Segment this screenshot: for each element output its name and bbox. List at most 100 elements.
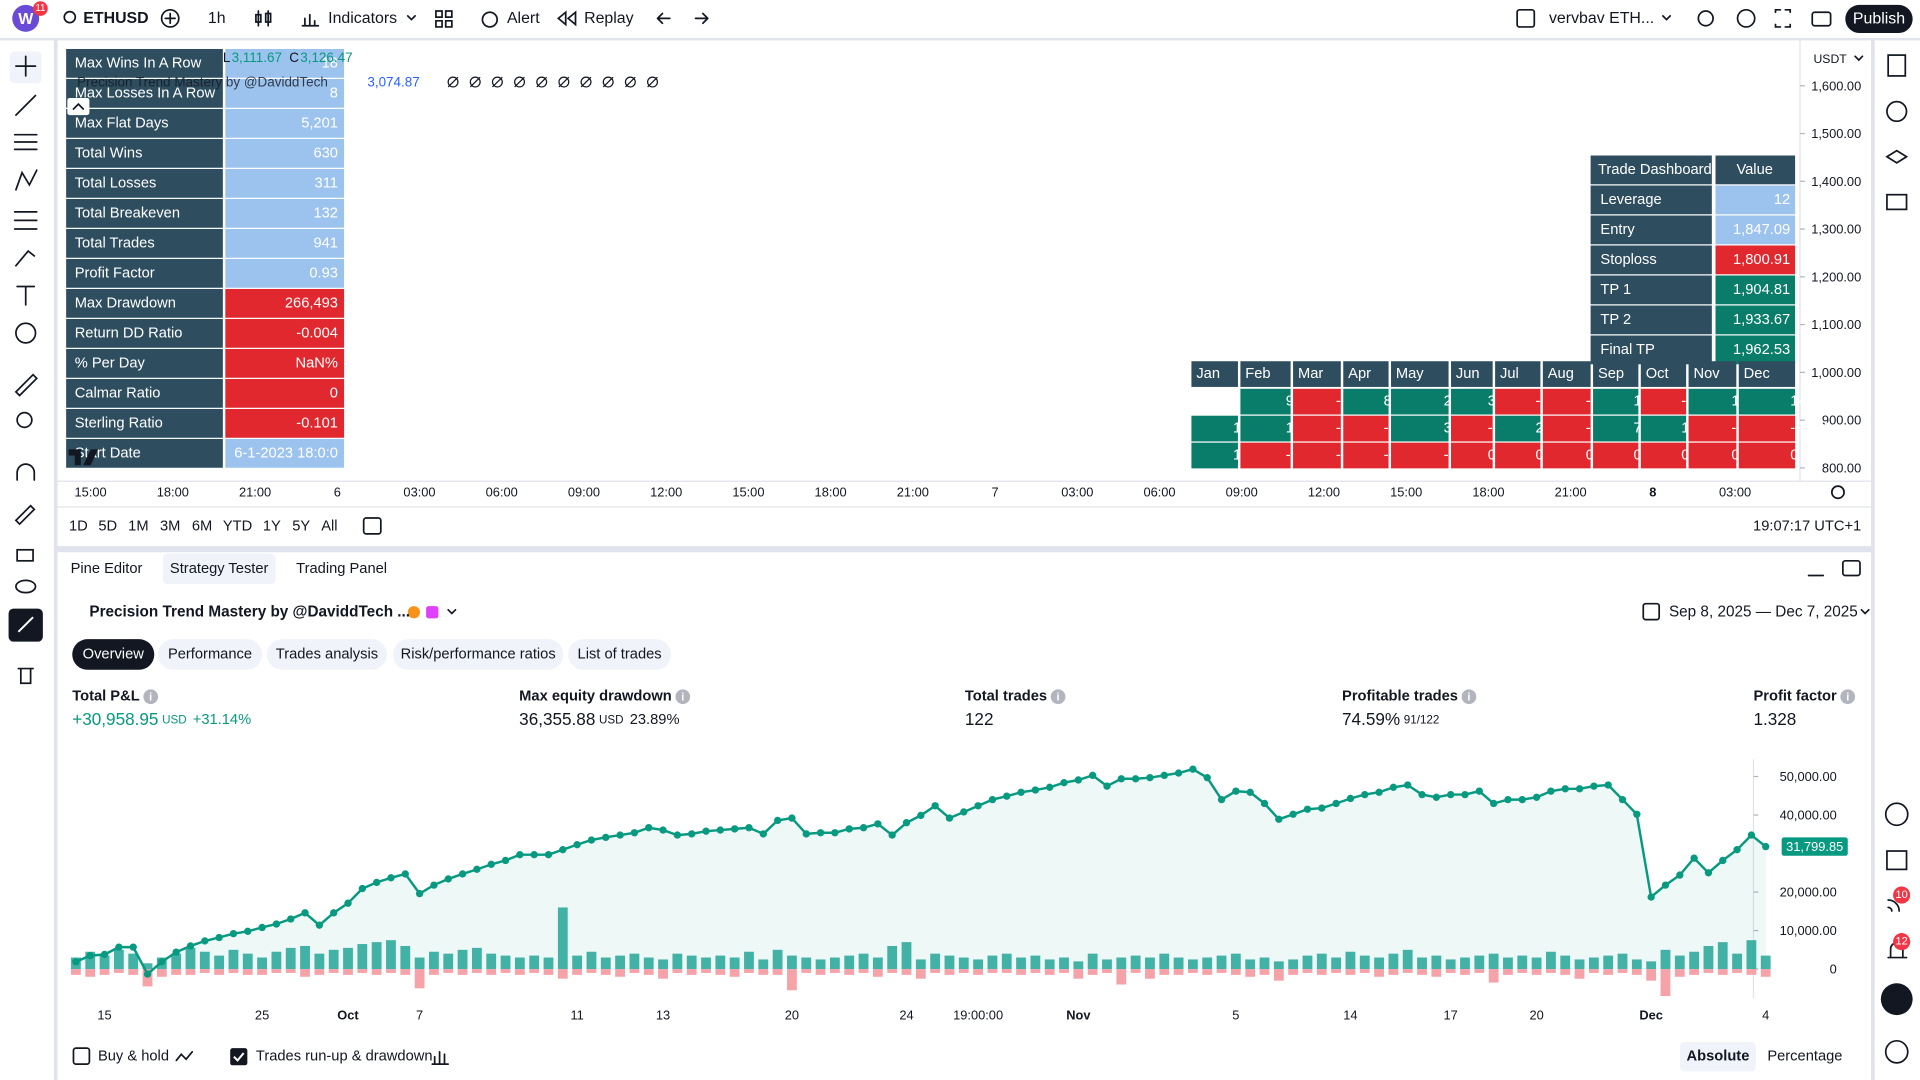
range-button[interactable]: 1M (128, 519, 148, 535)
layout-icon[interactable] (435, 10, 453, 28)
absolute-button[interactable]: Absolute (1687, 1049, 1750, 1065)
absolute-button-bg[interactable] (1680, 1042, 1756, 1072)
search-icon[interactable] (63, 10, 77, 24)
subtab[interactable]: Risk/performance ratios (401, 646, 556, 662)
publish-button[interactable] (1845, 4, 1913, 34)
brush-tool[interactable] (15, 249, 36, 267)
publish[interactable]: Publish (1853, 10, 1905, 27)
logo[interactable] (12, 4, 40, 32)
chevron[interactable] (1860, 608, 1870, 615)
subtab[interactable]: Performance (168, 646, 252, 662)
trendline-tool[interactable] (15, 94, 37, 116)
date-icon[interactable] (1642, 602, 1661, 621)
draw-mode-tool[interactable] (14, 504, 36, 526)
apps-button[interactable] (1880, 983, 1913, 1016)
indicators-icon[interactable] (301, 13, 320, 27)
runup-bar (1230, 953, 1241, 970)
replay-icon[interactable] (557, 10, 577, 27)
settings-icon[interactable] (1736, 8, 1756, 28)
runup-label[interactable]: Trades run-up & drawdown (256, 1049, 433, 1065)
indicators[interactable]: Indicators (328, 10, 397, 27)
subtab[interactable]: Trades analysis (276, 646, 378, 662)
hide-tool[interactable] (15, 579, 37, 594)
range-button[interactable]: 1Y (263, 519, 281, 535)
subtab-bg[interactable] (72, 639, 155, 670)
fullscreen-icon[interactable] (1774, 8, 1792, 28)
month-cell (1640, 415, 1687, 442)
info-icon (1840, 689, 1856, 705)
buy-hold-label[interactable]: Buy & hold (98, 1049, 169, 1065)
trash-tool[interactable] (17, 667, 34, 685)
percentage-button[interactable]: Percentage (1767, 1049, 1842, 1065)
stats-label: Max Losses In A Row (75, 86, 216, 102)
help-icon[interactable] (1884, 1039, 1909, 1064)
fib-tool[interactable] (13, 133, 38, 151)
feed-icon[interactable] (1887, 899, 1901, 912)
equity-point (1088, 771, 1097, 780)
buy-hold-checkbox[interactable] (72, 1047, 91, 1065)
subtab[interactable]: Overview (83, 646, 145, 662)
layers-icon[interactable] (1885, 149, 1909, 164)
layout-checkbox[interactable] (1516, 8, 1536, 28)
runup-bar (1617, 953, 1628, 970)
goto-date-icon[interactable] (362, 517, 382, 535)
ruler-tool[interactable] (14, 373, 38, 397)
replay[interactable]: Replay (584, 10, 634, 27)
na-marker-slash (647, 76, 658, 88)
subtab-bg[interactable] (266, 639, 387, 670)
chevron[interactable] (447, 608, 457, 615)
chart-type-icon[interactable] (255, 10, 272, 27)
emoji-tool[interactable] (15, 322, 37, 344)
range-button[interactable]: All (321, 519, 337, 535)
crosshair-tool[interactable] (15, 55, 37, 77)
axis-settings-icon[interactable] (1830, 485, 1845, 500)
active-tab-bg[interactable] (162, 553, 276, 585)
panel-tab[interactable]: Pine Editor (71, 561, 143, 577)
undo-icon[interactable] (656, 12, 671, 25)
magnet-tool[interactable] (16, 463, 36, 481)
pattern-tool[interactable] (15, 169, 38, 191)
quick-search-icon[interactable] (1697, 10, 1714, 27)
range-button[interactable]: 3M (160, 519, 180, 535)
collapse-button[interactable] (67, 97, 90, 116)
snapshot-icon[interactable] (1811, 11, 1832, 27)
subtab-bg[interactable] (393, 639, 564, 670)
chevron[interactable] (1854, 55, 1864, 62)
month-cell (1191, 442, 1238, 469)
alert-icon[interactable] (481, 11, 499, 28)
date-range[interactable]: Sep 8, 2025 — Dec 7, 2025 (1669, 604, 1858, 621)
range-button[interactable]: 1D (69, 519, 88, 535)
interval[interactable]: 1h (208, 10, 226, 27)
range-button[interactable]: YTD (223, 519, 252, 535)
drawdown-bar (1245, 969, 1256, 977)
target-icon[interactable] (1884, 802, 1909, 827)
layout-name[interactable]: vervbav ETH... (1549, 10, 1654, 27)
panel-tab[interactable]: Strategy Tester (170, 561, 269, 577)
symbol[interactable]: ETHUSD (83, 10, 148, 27)
add-symbol-icon[interactable] (160, 8, 180, 28)
calendar-icon[interactable] (1886, 850, 1908, 871)
chevron[interactable] (1662, 15, 1672, 21)
chat-icon[interactable] (1886, 193, 1908, 211)
month-header: Aug (1548, 366, 1574, 382)
redo-icon[interactable] (694, 12, 709, 25)
forecast-tool[interactable] (13, 210, 38, 230)
alerts-icon[interactable] (1886, 100, 1908, 123)
watchlist-icon[interactable] (1887, 54, 1907, 77)
chevron[interactable] (406, 15, 416, 21)
maximize-icon[interactable] (1842, 559, 1861, 577)
text-tool[interactable] (16, 285, 36, 306)
range-button[interactable]: 5D (98, 519, 117, 535)
range-button[interactable]: 5Y (292, 519, 310, 535)
lock-tool[interactable] (16, 548, 34, 562)
runup-checkbox[interactable] (230, 1048, 248, 1066)
subtab-bg[interactable] (568, 639, 672, 670)
alert[interactable]: Alert (507, 10, 540, 27)
drawdown-bar (801, 969, 812, 973)
range-button[interactable]: 6M (192, 519, 212, 535)
subtab[interactable]: List of trades (578, 646, 662, 662)
subtab-bg[interactable] (157, 639, 263, 670)
zoom-tool[interactable] (16, 411, 33, 429)
stats-label-cell (66, 288, 223, 318)
panel-tab[interactable]: Trading Panel (296, 561, 387, 577)
